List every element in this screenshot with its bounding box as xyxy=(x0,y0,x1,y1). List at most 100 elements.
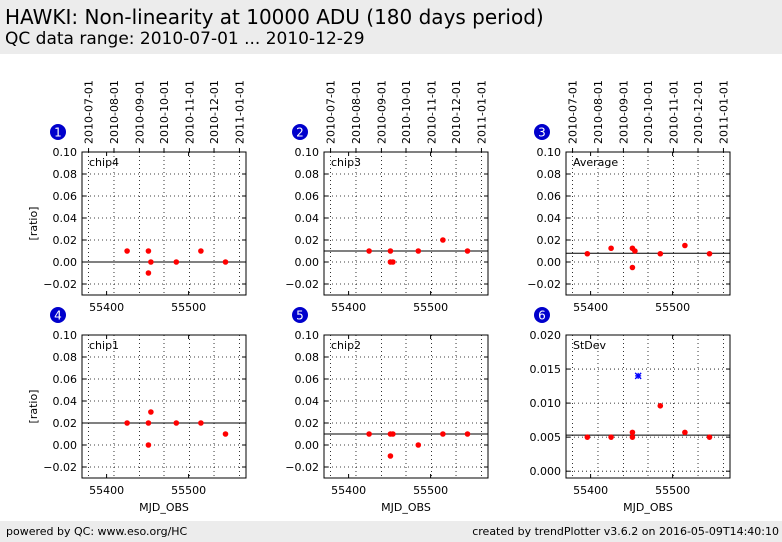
data-point xyxy=(390,259,396,265)
data-point xyxy=(464,248,471,254)
date-tick-label: 2010-12-01 xyxy=(450,80,463,144)
data-point xyxy=(657,250,664,257)
y-tick-label: 0.02 xyxy=(537,234,562,247)
date-tick-label: 2010-09-01 xyxy=(133,80,146,144)
page-title: HAWKI: Non-linearity at 10000 ADU (180 d… xyxy=(5,5,544,29)
y-tick-label: 0.10 xyxy=(53,329,78,342)
data-point xyxy=(145,248,152,254)
date-tick-label: 2010-08-01 xyxy=(108,80,121,144)
date-tick-label: 2010-10-01 xyxy=(400,80,413,144)
y-tick-label: 0.10 xyxy=(295,146,320,159)
y-tick-label: 0.010 xyxy=(530,397,562,410)
data-point xyxy=(222,431,229,437)
x-tick-label: 55400 xyxy=(89,301,124,314)
x-tick-label: 55500 xyxy=(171,484,206,497)
y-tick-label: 0.04 xyxy=(295,212,320,225)
x-axis-label: MJD_OBS xyxy=(381,501,431,514)
date-tick-label: 2010-10-01 xyxy=(158,80,171,144)
data-point xyxy=(198,248,204,254)
data-point xyxy=(629,434,636,440)
y-tick-label: 0.00 xyxy=(53,439,78,452)
data-point xyxy=(629,429,636,436)
data-point xyxy=(415,248,422,254)
plot-frame xyxy=(565,151,731,296)
y-tick-label: 0.06 xyxy=(53,190,78,203)
date-tick-label: 2010-07-01 xyxy=(567,80,580,144)
panel-badge xyxy=(534,307,550,323)
data-point xyxy=(124,248,130,254)
data-point xyxy=(148,409,154,415)
y-tick-label: 0.08 xyxy=(53,351,78,364)
data-point xyxy=(173,420,180,426)
y-tick-label: 0.08 xyxy=(295,351,320,364)
date-tick-label: 2010-09-01 xyxy=(375,80,388,144)
data-point xyxy=(706,250,713,257)
panel-badge xyxy=(292,307,308,323)
chart-panel-5: −0.02 0.00 0.02 0.04 0.06 0.08 0.10 55400 55500 c… xyxy=(285,307,489,514)
x-tick-label: 55400 xyxy=(573,301,608,314)
chart-panel-2: 2010-07-01 2010-08-01 2010-09-01 2010-10-01… xyxy=(285,80,489,314)
panel-label: chip3 xyxy=(331,156,361,169)
date-tick-label: 2011-01-01 xyxy=(717,80,730,144)
page-subtitle: QC data range: 2010-07-01 ... 2010-12-29 xyxy=(5,29,365,49)
data-point xyxy=(387,248,394,254)
y-tick-label: 0.06 xyxy=(537,190,562,203)
data-point xyxy=(145,420,152,426)
data-point xyxy=(366,248,372,254)
y-tick-label: 0.10 xyxy=(53,146,78,159)
panel-badge-number: 5 xyxy=(296,309,304,323)
y-tick-label: 0.10 xyxy=(295,329,320,342)
data-point xyxy=(222,259,229,265)
y-tick-label: 0.02 xyxy=(295,234,320,247)
y-tick-label: 0.04 xyxy=(53,395,78,408)
x-tick-label: 55500 xyxy=(171,301,206,314)
chart-panel-3: 2010-07-01 2010-08-01 2010-09-01 2010-10-01… xyxy=(527,80,731,314)
data-point xyxy=(629,264,636,271)
panel-badge xyxy=(50,307,66,323)
date-tick-label: 2010-07-01 xyxy=(325,80,338,144)
chart-panel-6: 0.000 0.005 0.010 0.015 0.020 55400 55500 StDev… xyxy=(530,307,731,514)
plot-frame xyxy=(323,334,489,479)
date-tick-label: 2010-11-01 xyxy=(667,80,680,144)
panel-badge-number: 4 xyxy=(54,309,62,323)
y-tick-label: 0.08 xyxy=(53,168,78,181)
y-tick-label: 0.04 xyxy=(295,395,320,408)
data-point xyxy=(173,259,180,265)
date-tick-label: 2010-07-01 xyxy=(83,80,96,144)
data-point xyxy=(145,270,152,276)
y-tick-label: −0.02 xyxy=(43,461,77,474)
x-axis-label: MJD_OBS xyxy=(139,501,189,514)
plot-frame xyxy=(323,151,489,296)
y-tick-label: 0.005 xyxy=(530,431,562,444)
data-point xyxy=(440,237,446,243)
header: HAWKI: Non-linearity at 10000 ADU (180 d… xyxy=(0,0,782,54)
y-tick-label: 0.10 xyxy=(537,146,562,159)
date-tick-label: 2011-01-01 xyxy=(233,80,246,144)
data-point xyxy=(608,245,614,252)
y-tick-label: −0.02 xyxy=(285,461,319,474)
x-tick-label: 55500 xyxy=(655,301,690,314)
y-tick-label: 0.00 xyxy=(537,256,562,269)
x-tick-label: 55500 xyxy=(655,484,690,497)
data-point xyxy=(148,259,154,265)
data-point xyxy=(464,431,471,437)
panel-label: chip4 xyxy=(89,156,119,169)
plot-grid: 2010-07-01 2010-08-01 2010-09-01 2010-10-01… xyxy=(27,80,731,514)
data-point xyxy=(682,242,688,249)
x-tick-label: 55400 xyxy=(331,301,366,314)
date-tick-label: 2010-11-01 xyxy=(425,80,438,144)
footer-powered-by: powered by QC: www.eso.org/HC xyxy=(6,525,188,538)
y-tick-label: 0.00 xyxy=(295,439,320,452)
panel-label: chip1 xyxy=(89,339,119,352)
date-tick-label: 2010-11-01 xyxy=(183,80,196,144)
y-tick-label: 0.06 xyxy=(53,373,78,386)
y-tick-label: 0.04 xyxy=(53,212,78,225)
data-point xyxy=(632,248,638,254)
plot-frame xyxy=(81,151,247,296)
data-point xyxy=(584,250,591,257)
data-point xyxy=(682,429,688,436)
panel-badge-number: 2 xyxy=(296,126,304,140)
y-tick-label: 0.02 xyxy=(295,417,320,430)
data-point xyxy=(145,442,152,448)
panel-label: Average xyxy=(573,156,618,169)
